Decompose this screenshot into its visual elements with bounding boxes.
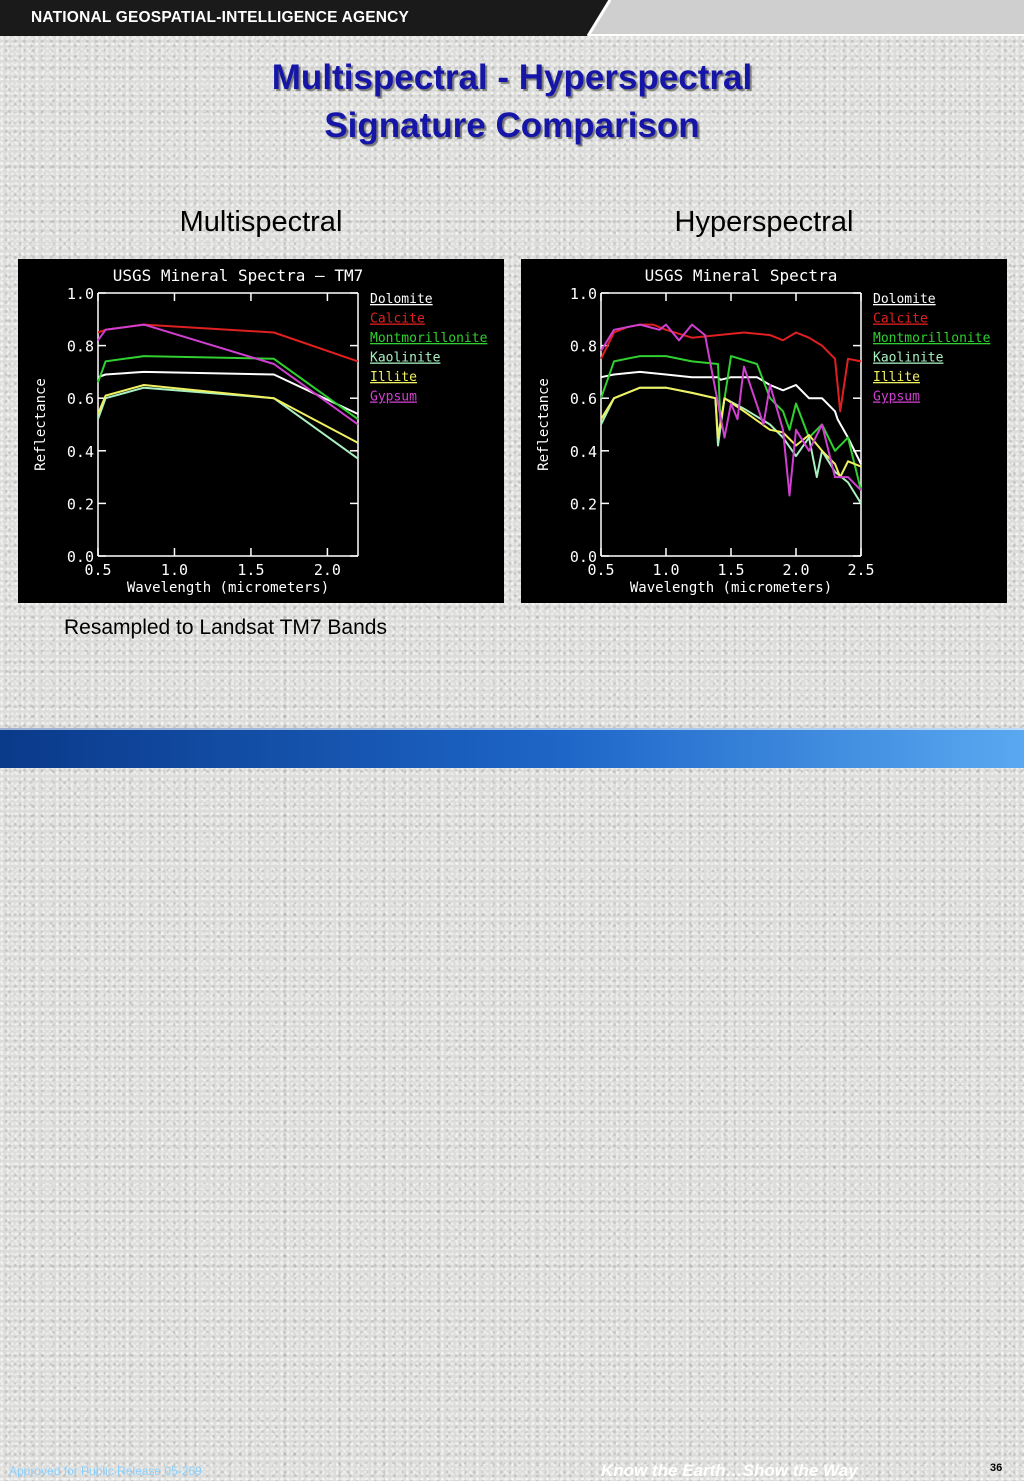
chart1-legend-calcite: Calcite <box>873 312 928 327</box>
chart0-y-tick-label: 0.0 <box>67 548 94 566</box>
chart0-y-tick-label: 0.4 <box>67 443 94 461</box>
chart1-x-tick-label: 0.5 <box>587 561 614 579</box>
chart0-y-tick-label: 0.2 <box>67 495 94 513</box>
chart0-series-illite <box>97 384 359 444</box>
header-bar: NATIONAL GEOSPATIAL-INTELLIGENCE AGENCY <box>0 0 1024 36</box>
chart1-series-illite <box>600 386 862 479</box>
chart1-y-tick-label: 0.8 <box>570 338 597 356</box>
chart1-y-tick-label: 0.4 <box>570 443 597 461</box>
chart1-title: USGS Mineral Spectra <box>645 266 838 285</box>
chart1-series-montmorillonite <box>600 355 862 491</box>
chart0-legend-kaolinite: Kaolinite <box>370 351 441 366</box>
chart0-series-dolomite <box>97 370 359 415</box>
chart0-series-calcite <box>97 323 359 363</box>
chart0-series-kaolinite <box>97 386 359 460</box>
chart1-x-tick-label: 1.5 <box>717 561 744 579</box>
resample-note: Resampled to Landsat TM7 Bands <box>64 616 387 639</box>
chart1-legend-kaolinite: Kaolinite <box>873 351 944 366</box>
multispectral-label: Multispectral <box>179 206 343 238</box>
chart1-x-tick-label: 2.0 <box>782 561 809 579</box>
hyperspectral-chart: USGS Mineral Spectra 0.0 0.2 0.4 0.6 0.8 1.0 0.… <box>536 266 991 596</box>
agency-tagline: Know the Earth…Show the Way <box>601 1461 858 1480</box>
chart1-legend-illite: Illite <box>873 370 920 385</box>
chart0-legend-dolomite: Dolomite <box>370 292 433 307</box>
chart0-y-tick-label: 0.6 <box>67 390 94 408</box>
chart0-x-tick-label: 1.5 <box>237 561 264 579</box>
chart0-legend-montmorillonite: Montmorillonite <box>370 331 488 346</box>
chart1-y-tick-label: 1.0 <box>570 285 597 303</box>
agency-name: NATIONAL GEOSPATIAL-INTELLIGENCE AGENCY <box>31 9 410 26</box>
slide-title: Multispectral - Hyperspectral Signature … <box>0 54 1024 150</box>
chart1-y-tick-label: 0.0 <box>570 548 597 566</box>
chart0-x-tick-label: 2.0 <box>314 561 341 579</box>
chart1-legend-gypsum: Gypsum <box>873 390 920 405</box>
chart0-series-gypsum <box>97 323 359 426</box>
chart0-y-axis-label: Reflectance <box>33 378 49 471</box>
chart0-legend-calcite: Calcite <box>370 312 425 327</box>
title-line-1: Multispectral - Hyperspectral <box>271 58 753 97</box>
page-number: 36 <box>990 1462 1003 1474</box>
approval-notice: Approved for Public Release 05-269 <box>9 1464 202 1478</box>
chart0-title: USGS Mineral Spectra — TM7 <box>113 266 363 285</box>
chart1-x-tick-label: 2.5 <box>847 561 874 579</box>
chart1-y-tick-label: 0.2 <box>570 495 597 513</box>
title-line-2: Signature Comparison <box>324 106 700 145</box>
multispectral-chart: USGS Mineral Spectra — TM7 0.0 0.2 0.4 0.6 0.… <box>33 266 488 596</box>
chart1-x-axis-label: Wavelength (micrometers) <box>630 580 832 596</box>
hyperspectral-label: Hyperspectral <box>674 206 854 238</box>
chart1-x-tick-label: 1.0 <box>652 561 679 579</box>
chart1-legend-montmorillonite: Montmorillonite <box>873 331 991 346</box>
header-background <box>0 0 1024 36</box>
footer-bar: Approved for Public Release 05-269 Know … <box>0 728 1024 1480</box>
chart0-x-tick-label: 1.0 <box>161 561 188 579</box>
chart0-x-axis-label: Wavelength (micrometers) <box>127 580 329 596</box>
chart1-series-gypsum <box>600 323 862 497</box>
chart1-legend-dolomite: Dolomite <box>873 292 936 307</box>
chart1-y-tick-label: 0.6 <box>570 390 597 408</box>
chart0-y-tick-label: 1.0 <box>67 285 94 303</box>
chart0-series-montmorillonite <box>97 355 359 421</box>
chart0-y-tick-label: 0.8 <box>67 338 94 356</box>
footer-background <box>0 728 1024 768</box>
chart0-legend-gypsum: Gypsum <box>370 390 417 405</box>
chart0-x-tick-label: 0.5 <box>84 561 111 579</box>
hyperspectral-chart-panel: USGS Mineral Spectra 0.0 0.2 0.4 0.6 0.8 1.0 0.… <box>521 259 1007 603</box>
multispectral-chart-panel: USGS Mineral Spectra — TM7 0.0 0.2 0.4 0.6 0.… <box>18 259 504 603</box>
chart0-legend-illite: Illite <box>370 370 417 385</box>
chart1-y-axis-label: Reflectance <box>536 378 552 471</box>
